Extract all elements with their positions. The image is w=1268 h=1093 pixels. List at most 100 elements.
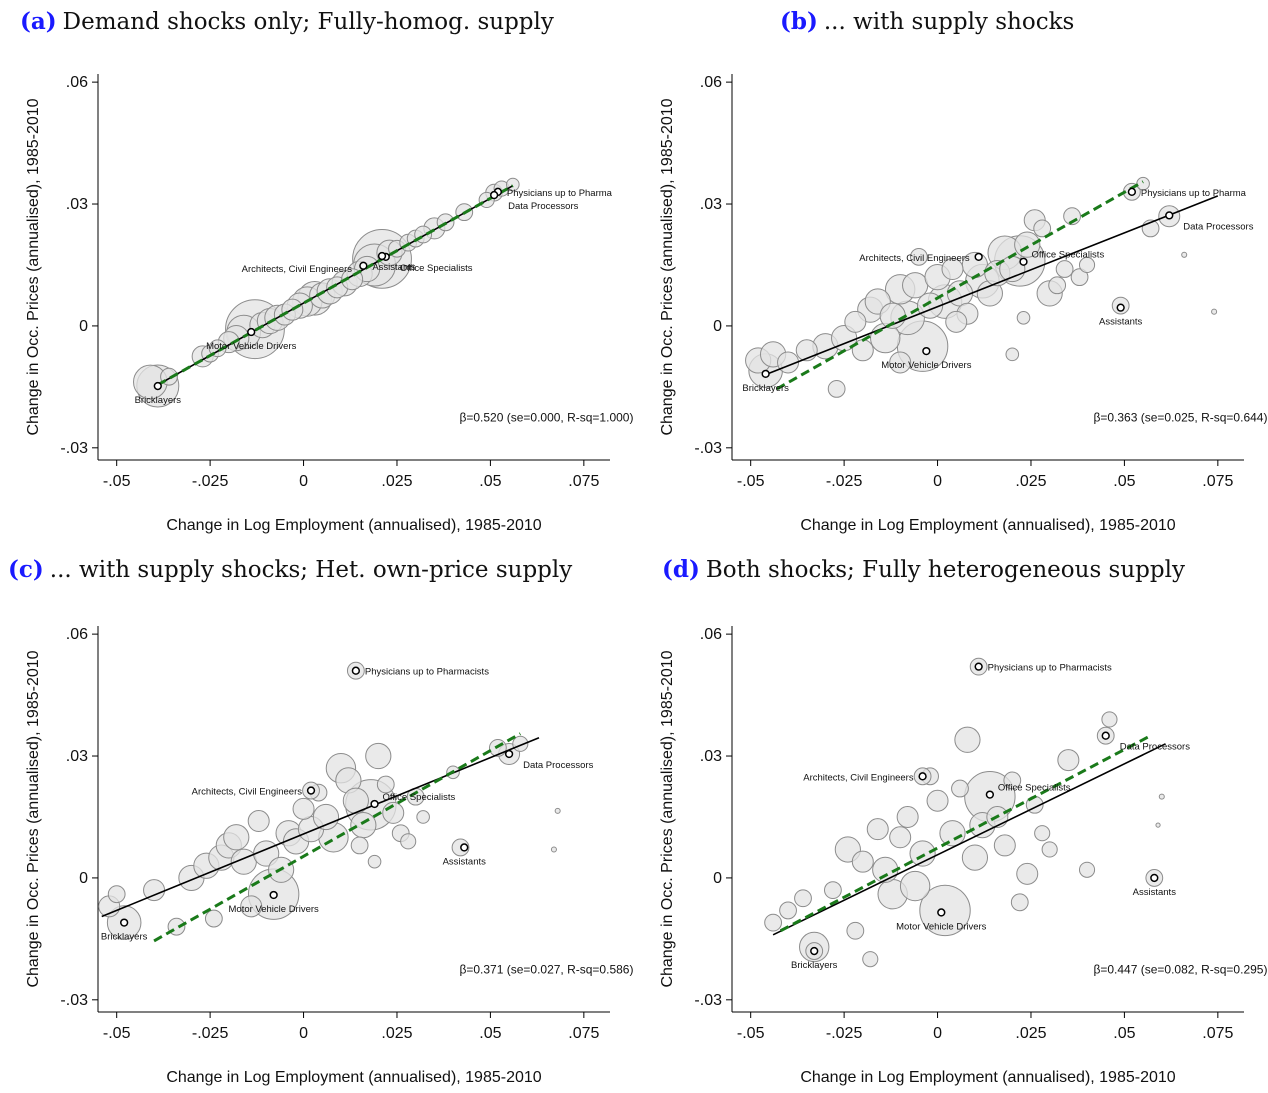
data-bubble [941,258,964,281]
data-bubble [909,247,928,266]
x-tick-label: -.05 [103,473,131,490]
labeled-point-marker [1165,211,1174,220]
data-bubble [400,833,417,850]
x-tick-label: .05 [1113,1025,1135,1042]
data-bubble [926,789,949,812]
point-label: Motor Vehicle Drivers [206,341,297,352]
labeled-point-marker [974,252,983,261]
point-label: Physicians up to Pharma [507,188,613,199]
data-bubble [1005,347,1020,362]
data-bubble [240,895,263,918]
point-label: Office Specialists [400,263,473,274]
x-tick-label: -.025 [192,1025,229,1042]
y-tick-label: .03 [700,748,722,765]
data-bubble [350,811,377,839]
panel-title: (b)... with supply shocks [780,8,1074,35]
labeled-point-marker [937,908,946,917]
labeled-point-marker [153,381,162,391]
x-axis-title: Change in Log Employment (annualised), 1… [800,1069,1175,1086]
data-bubble [1041,841,1058,858]
panel-letter: (b) [780,8,818,35]
point-label: Physicians up to Pharma [1141,188,1247,199]
y-tick-label: -.03 [60,992,88,1009]
x-tick-label: .025 [381,1025,412,1042]
point-label: Assistants [372,262,416,273]
data-bubble [1155,822,1161,828]
data-bubble [204,909,223,928]
data-bubble [794,889,812,908]
point-label: Data Processors [1120,742,1190,753]
y-tick-label: 0 [79,870,88,887]
y-tick-label: 0 [79,318,88,335]
panel-d: (d) Both shocks; Fully heterogeneous supp… [634,552,1268,1093]
x-tick-label: .075 [1202,473,1233,490]
data-bubble [844,310,867,333]
y-tick-label: 0 [713,870,722,887]
data-bubble [1057,749,1080,772]
panel-title-text: ... with supply shocks [823,9,1075,35]
panel-letter: (d) [662,556,700,583]
labeled-point-marker [810,946,819,956]
labeled-point-marker [504,749,514,759]
labeled-point-marker [269,890,278,900]
dashed-fit-line [157,184,514,387]
y-tick-label: .06 [66,74,88,91]
data-bubble [954,726,981,753]
x-tick-label: .075 [568,473,599,490]
point-label: Architects, Civil Engineers [803,772,914,783]
fit-line [772,743,1166,936]
data-bubble [851,850,874,873]
point-label: Motor Vehicle Drivers [881,360,972,371]
point-label: Bricklayers [101,932,148,943]
data-bubble [961,844,989,871]
x-axis-title: Change in Log Employment (annualised), 1… [166,517,541,534]
y-axis-title: Change in Occ. Prices (annualised), 1985… [25,650,42,987]
y-axis-title: Change in Occ. Prices (annualised), 1985… [659,650,676,987]
data-bubble [1033,219,1052,238]
data-bubble [779,901,797,920]
data-bubble [899,870,931,902]
data-bubble [939,820,966,847]
panel-title-text: ... with supply shocks; Het. own-price s… [49,557,573,583]
data-bubble [1003,771,1022,790]
labeled-point-marker [1127,187,1137,196]
point-label: Physicians up to Pharmacists [988,663,1112,674]
x-tick-label: .05 [1113,473,1135,490]
data-bubble [312,803,340,831]
data-bubble [554,807,561,814]
y-tick-label: .06 [700,74,722,91]
scatter-chart-a: -.03 0 .03 .06 -.05 -.025 0 .025 .05 .075 Change i… [25,74,633,534]
data-bubble [846,921,865,940]
y-tick-label: -.03 [60,440,88,457]
data-bubble [223,824,250,851]
labeled-point-marker [985,790,995,799]
x-tick-label: -.05 [737,473,765,490]
data-bubble [1034,825,1051,842]
data-bubble [945,310,968,333]
labeled-point-marker [306,786,316,795]
point-label: Bricklayers [742,383,789,394]
x-tick-label: .025 [1015,1025,1046,1042]
labeled-point-marker [247,327,256,337]
y-tick-label: .06 [700,626,722,643]
dashed-fit-line [153,732,522,943]
labeled-point-marker [370,799,379,809]
scatter-chart-b: -.03 0 .03 .06 -.05 -.025 0 .025 .05 .075 Change i… [659,74,1267,534]
panel-a: (a) Demand shocks only; Fully-homog. supp… [0,0,634,546]
regression-annotation: β=0.363 (se=0.025, R-sq=0.644) [1093,410,1267,424]
labeled-point-marker [1101,731,1110,740]
point-label: Office Specialists [383,792,456,803]
data-bubble [376,775,395,794]
panel-title: (c)... with supply shocks; Het. own-pric… [8,556,572,583]
x-tick-label: -.025 [192,473,229,490]
labeled-point-marker [918,772,927,781]
data-bubble [889,826,912,849]
panel-title: (d) Both shocks; Fully heterogeneous supp… [662,556,1185,583]
x-tick-label: .075 [1202,1025,1233,1042]
x-tick-label: 0 [933,473,942,490]
labeled-point-marker [120,918,129,927]
point-label: Assistants [1133,887,1177,898]
x-tick-label: -.05 [103,1025,131,1042]
labeled-point-marker [922,346,931,356]
y-tick-label: .03 [66,748,88,765]
